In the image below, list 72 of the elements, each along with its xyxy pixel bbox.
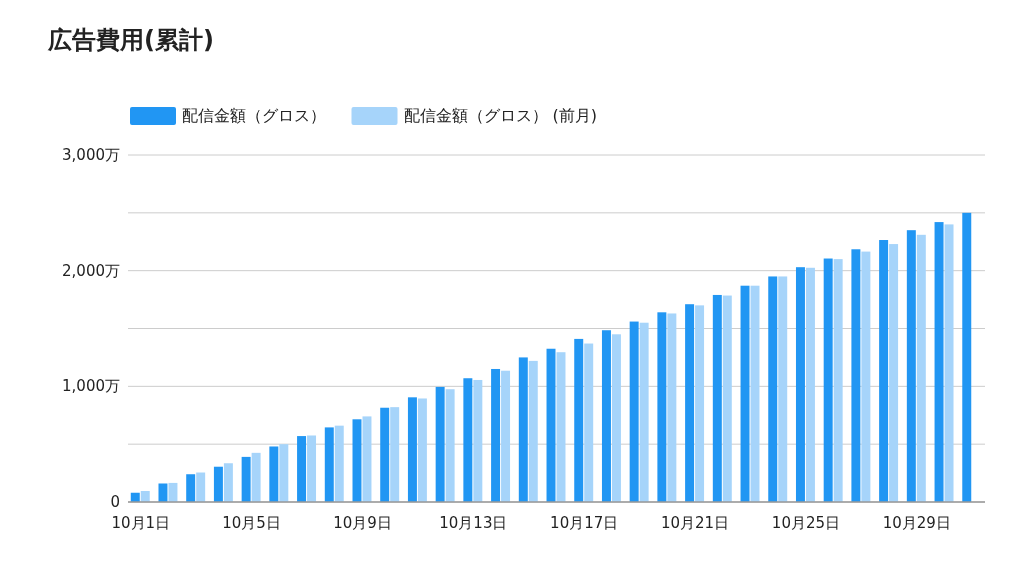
- x-tick-label: 10月13日: [439, 514, 508, 532]
- bar: [297, 436, 307, 502]
- bar: [795, 267, 805, 502]
- y-tick-label: 0: [110, 493, 120, 511]
- bar: [307, 435, 317, 502]
- x-tick-label: 10月17日: [550, 514, 619, 532]
- x-tick-label: 10月9日: [333, 514, 392, 532]
- bar: [158, 483, 168, 502]
- chart-title: 広告費用(累計): [47, 26, 214, 54]
- y-tick-label: 1,000万: [62, 377, 120, 396]
- bar: [390, 407, 400, 502]
- bar: [518, 357, 528, 502]
- bar: [861, 251, 871, 502]
- bar: [667, 313, 677, 502]
- bar: [380, 407, 390, 502]
- bar: [944, 224, 954, 502]
- bar: [712, 294, 722, 502]
- bar: [501, 370, 511, 502]
- bar: [196, 472, 206, 502]
- bar: [916, 234, 926, 502]
- x-tick-label: 10月29日: [882, 514, 951, 532]
- bar: [417, 398, 427, 502]
- bar: [889, 244, 899, 502]
- bar: [251, 452, 261, 502]
- bar: [879, 240, 889, 502]
- bar: [279, 444, 289, 502]
- x-tick-label: 10月1日: [111, 514, 171, 532]
- bar: [362, 416, 372, 502]
- bar: [473, 379, 483, 502]
- bar: [768, 276, 778, 502]
- bar: [223, 463, 233, 502]
- bar: [528, 360, 538, 502]
- x-tick-label: 10月21日: [660, 514, 730, 532]
- bar: [805, 267, 815, 502]
- bar: [574, 338, 584, 502]
- bar: [445, 389, 455, 502]
- bar: [168, 482, 178, 502]
- bar: [722, 295, 732, 502]
- bar: [213, 466, 223, 502]
- x-tick-label: 10月5日: [222, 514, 281, 532]
- bar: [657, 312, 667, 502]
- bar: [269, 446, 279, 502]
- bar: [584, 343, 594, 502]
- bar: [140, 491, 150, 502]
- y-tick-label: 2,000万: [62, 261, 120, 280]
- legend-label: 配信金額（グロス） (前月): [403, 106, 598, 125]
- bar: [639, 322, 649, 502]
- bar: [685, 304, 695, 502]
- bar: [740, 285, 750, 502]
- legend-label: 配信金額（グロス）: [182, 106, 326, 125]
- bar: [906, 230, 916, 502]
- bar: [407, 397, 417, 502]
- bar: [435, 386, 445, 502]
- bar: [186, 474, 196, 502]
- bar: [324, 427, 334, 502]
- bar: [611, 334, 621, 502]
- bar: [241, 456, 251, 502]
- bar: [334, 425, 344, 502]
- bar: [601, 330, 611, 502]
- bar: [833, 259, 843, 502]
- bar: [629, 321, 639, 502]
- bar: [463, 378, 473, 502]
- bar: [851, 249, 861, 502]
- bar: [962, 212, 972, 502]
- bar: [546, 348, 556, 502]
- y-tick-label: 3,000万: [62, 146, 120, 164]
- bar: [934, 222, 944, 502]
- bar: [695, 305, 705, 502]
- x-tick-label: 10月25日: [771, 514, 841, 532]
- bar: [491, 368, 501, 502]
- bar: [778, 276, 788, 502]
- bar: [823, 258, 833, 502]
